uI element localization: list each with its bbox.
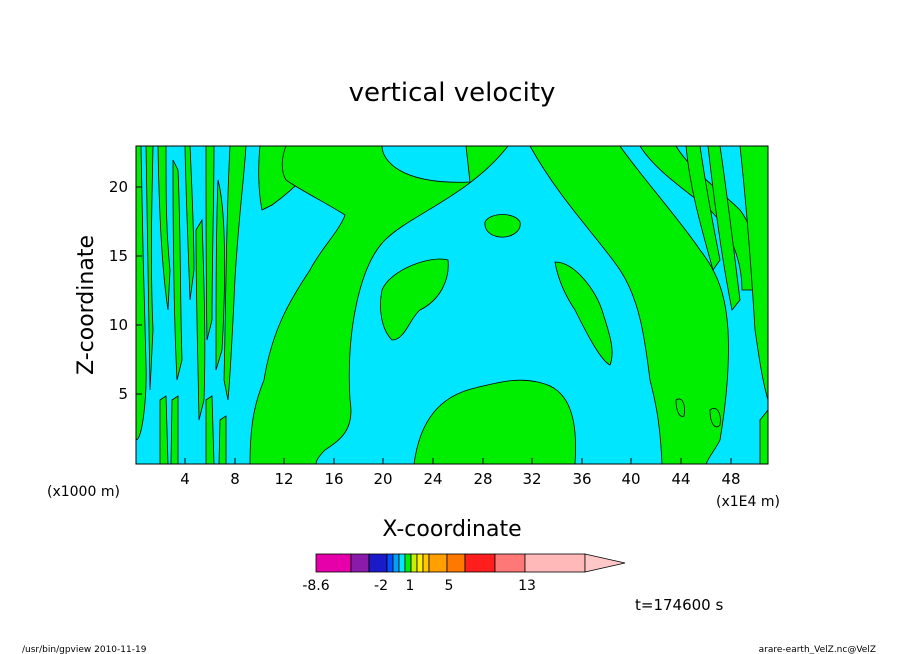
contour-region — [170, 395, 179, 465]
tick-marks — [136, 186, 732, 464]
x-tick-label: 4 — [180, 470, 190, 488]
contour-region — [554, 261, 613, 366]
contour-region — [709, 408, 721, 428]
contour-region — [205, 145, 215, 341]
contour-region — [215, 179, 226, 371]
colorbar-cell — [368, 553, 388, 573]
contour-region — [218, 415, 227, 465]
x-tick-label: 32 — [522, 470, 541, 488]
colorbar-cell — [422, 553, 430, 573]
colorbar-label: 1 — [406, 578, 415, 594]
colorbar-labels: -8.6 -2 1 5 13 — [302, 578, 536, 594]
footer-left: /usr/bin/gpview 2010-11-19 — [22, 645, 147, 654]
colorbar-cell — [446, 553, 466, 573]
colorbar-cell — [416, 553, 424, 573]
chart-title: vertical velocity — [349, 78, 556, 108]
contour-region — [172, 159, 183, 381]
contour-region — [484, 214, 521, 238]
contour-region — [184, 145, 195, 301]
x-tick-label: 40 — [621, 470, 640, 488]
contour-region — [157, 145, 171, 311]
colorbar-cell — [494, 553, 526, 573]
contour-region — [145, 145, 154, 391]
colorbar-cell — [386, 553, 394, 573]
contour-region — [707, 145, 741, 311]
contour-region — [135, 145, 147, 441]
colorbar-cell — [410, 553, 418, 573]
colorbar-cell — [398, 553, 406, 573]
x-tick-label: 20 — [373, 470, 392, 488]
footer-right: arare-earth_VelZ.nc@VelZ — [759, 645, 876, 654]
contour-region — [413, 379, 576, 465]
colorbar — [315, 553, 626, 573]
y-tick-label: 20 — [109, 178, 128, 196]
colorbar-cell — [350, 553, 370, 573]
colorbar-label: -2 — [374, 578, 388, 594]
contour-region — [380, 258, 449, 341]
x-tick-label: 12 — [274, 470, 293, 488]
x-tick-label: 48 — [721, 470, 740, 488]
plot-frame — [135, 145, 769, 465]
y-tick-labels: 20 15 10 5 — [109, 178, 128, 403]
x-tick-label: 8 — [230, 470, 240, 488]
positive-contour-regions — [135, 145, 769, 465]
x-tick-label: 36 — [572, 470, 591, 488]
y-tick-label: 5 — [118, 385, 128, 403]
x-tick-label: 16 — [324, 470, 343, 488]
plot-area: 20 15 10 5 4 8 12 16 20 24 28 32 36 40 4… — [109, 145, 769, 488]
contour-region — [223, 145, 247, 401]
colorbar-cell — [524, 553, 586, 573]
x-tick-labels: 4 8 12 16 20 24 28 32 36 40 44 48 — [180, 470, 740, 488]
x-unit-left: (x1000 m) — [47, 484, 120, 500]
contour-region — [739, 145, 769, 401]
colorbar-cell — [428, 553, 448, 573]
y-axis-label: Z-coordinate — [74, 235, 99, 375]
contour-region — [759, 408, 769, 465]
y-tick-label: 10 — [109, 316, 128, 334]
colorbar-cell — [392, 553, 400, 573]
x-tick-label: 44 — [671, 470, 690, 488]
colorbar-label: 13 — [518, 578, 536, 594]
x-unit-right: (x1E4 m) — [716, 494, 780, 510]
contour-region — [685, 145, 721, 271]
y-tick-label: 15 — [109, 247, 128, 265]
contour-region — [529, 145, 729, 465]
contour-region — [675, 398, 685, 417]
colorbar-cell — [464, 553, 496, 573]
time-label: t=174600 s — [635, 596, 723, 614]
colorbar-cell — [315, 553, 352, 573]
x-axis-label: X-coordinate — [382, 517, 521, 542]
colorbar-cell — [404, 553, 412, 573]
x-tick-label: 28 — [473, 470, 492, 488]
contour-region — [249, 145, 509, 465]
colorbar-label: -8.6 — [302, 578, 329, 594]
colorbar-extend-arrow — [584, 553, 626, 573]
colorbar-label: 5 — [445, 578, 454, 594]
contour-region — [195, 218, 206, 421]
x-tick-label: 24 — [423, 470, 442, 488]
